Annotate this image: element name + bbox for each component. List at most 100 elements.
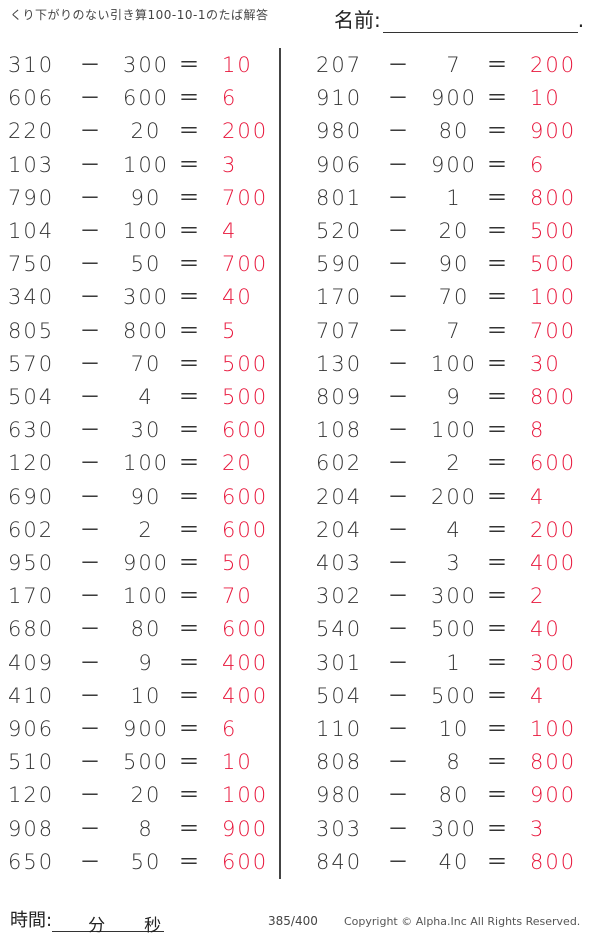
subtrahend: 4 <box>138 385 154 409</box>
answer: 100 <box>222 783 269 808</box>
minus-sign: － <box>79 285 103 310</box>
subtrahend: 70 <box>130 351 162 376</box>
minus-sign: － <box>387 285 411 310</box>
equals-sign: ＝ <box>486 86 510 111</box>
subtrahend: 90 <box>438 252 470 277</box>
answer: 600 <box>222 418 269 443</box>
minus-sign: － <box>387 517 411 542</box>
answer: 10 <box>222 53 253 77</box>
equals-sign: ＝ <box>178 750 202 775</box>
minus-sign: － <box>79 418 103 443</box>
minus-sign: － <box>79 484 103 509</box>
equals-sign: ＝ <box>486 816 510 841</box>
answer: 20 <box>222 451 253 476</box>
subtrahend: 100 <box>430 418 478 443</box>
minus-sign: － <box>79 86 103 111</box>
subtrahend: 2 <box>446 451 462 476</box>
subtrahend: 20 <box>438 219 470 243</box>
answer: 500 <box>530 252 577 277</box>
equals-sign: ＝ <box>178 318 202 343</box>
minus-sign: － <box>387 451 411 476</box>
equals-sign: ＝ <box>178 252 202 277</box>
equals-sign: ＝ <box>486 185 510 210</box>
equals-sign: ＝ <box>178 152 202 177</box>
minus-sign: － <box>79 185 103 210</box>
answer: 4 <box>530 683 546 708</box>
minus-sign: － <box>387 119 411 144</box>
minus-sign: － <box>79 152 103 177</box>
minuend: 980 <box>316 119 363 144</box>
equals-sign: ＝ <box>486 484 510 509</box>
subtrahend: 10 <box>438 717 470 741</box>
subtrahend: 80 <box>438 119 470 144</box>
subtrahend: 10 <box>130 683 162 708</box>
minus-sign: － <box>387 418 411 443</box>
minus-sign: － <box>387 650 411 675</box>
seconds-label: 秒 <box>144 916 162 936</box>
equals-sign: ＝ <box>178 285 202 310</box>
minus-sign: － <box>79 318 103 343</box>
minuend: 104 <box>8 219 55 243</box>
answer: 6 <box>530 152 546 177</box>
answer: 3 <box>222 152 238 177</box>
minus-sign: － <box>79 252 103 277</box>
equals-sign: ＝ <box>178 86 202 111</box>
time-line: 分秒 <box>52 911 165 936</box>
answer: 400 <box>222 683 269 708</box>
minuend: 120 <box>8 451 55 476</box>
subtrahend: 20 <box>130 119 162 144</box>
subtrahend: 100 <box>122 451 170 476</box>
equals-sign: ＝ <box>486 683 510 708</box>
minuend: 170 <box>8 584 55 609</box>
equals-sign: ＝ <box>486 418 510 443</box>
equals-sign: ＝ <box>178 683 202 708</box>
minus-sign: － <box>79 717 103 741</box>
minutes-label: 分 <box>88 916 106 936</box>
minuend: 590 <box>316 252 363 277</box>
answer: 600 <box>222 517 269 542</box>
answer: 800 <box>530 385 577 409</box>
equals-sign: ＝ <box>486 650 510 675</box>
subtrahend: 100 <box>122 152 170 177</box>
minuend: 910 <box>316 86 363 111</box>
equals-sign: ＝ <box>178 484 202 509</box>
answer: 40 <box>222 285 253 310</box>
minus-sign: － <box>79 617 103 642</box>
equals-sign: ＝ <box>178 351 202 376</box>
answer: 200 <box>530 53 577 77</box>
equals-sign: ＝ <box>486 351 510 376</box>
subtrahend: 900 <box>122 551 170 575</box>
minus-sign: － <box>79 451 103 476</box>
answer: 40 <box>530 617 561 642</box>
minus-sign: － <box>387 53 411 77</box>
minus-sign: － <box>387 849 411 874</box>
minus-sign: － <box>387 816 411 841</box>
subtrahend: 100 <box>430 351 478 376</box>
subtrahend: 500 <box>430 617 478 642</box>
minuend: 204 <box>316 484 363 509</box>
equals-sign: ＝ <box>178 219 202 243</box>
minus-sign: － <box>79 119 103 144</box>
answer: 100 <box>530 285 577 310</box>
minus-sign: － <box>387 185 411 210</box>
time-field: 時間: 分秒 <box>10 906 165 936</box>
minuend: 120 <box>8 783 55 808</box>
equals-sign: ＝ <box>178 517 202 542</box>
minus-sign: － <box>387 351 411 376</box>
answer: 50 <box>222 551 253 575</box>
answer: 800 <box>530 849 577 874</box>
minuend: 630 <box>8 418 55 443</box>
equals-sign: ＝ <box>486 451 510 476</box>
answer: 500 <box>530 219 577 243</box>
equals-sign: ＝ <box>486 717 510 741</box>
answer: 3 <box>530 816 546 841</box>
minuend: 650 <box>8 849 55 874</box>
minus-sign: － <box>79 219 103 243</box>
minus-sign: － <box>79 683 103 708</box>
answer: 800 <box>530 750 577 775</box>
minuend: 606 <box>8 86 55 111</box>
answer: 300 <box>530 650 577 675</box>
answer: 400 <box>222 650 269 675</box>
name-label: 名前: <box>334 8 381 32</box>
minuend: 840 <box>316 849 363 874</box>
